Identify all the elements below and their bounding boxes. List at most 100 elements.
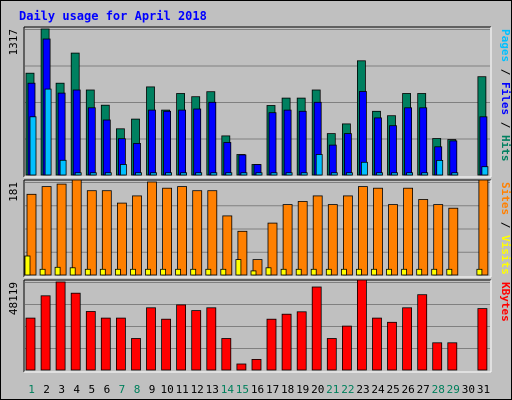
x-tick-label: 4 xyxy=(73,383,80,396)
bar-kbytes-day-21 xyxy=(326,338,337,371)
x-tick-label: 1 xyxy=(28,383,35,396)
bar-kbytes-day-29 xyxy=(447,342,458,371)
bar-kbytes-day-8 xyxy=(131,338,141,371)
bar-kbytes-day-20 xyxy=(311,286,322,371)
bar-pages-day-20 xyxy=(315,154,323,176)
bar-pages-day-7 xyxy=(120,164,127,176)
bar-visits-day-7 xyxy=(117,202,127,276)
bar-sites-day-4 xyxy=(69,267,76,276)
x-axis: 1 2 3 4 5 6 7 8 9 10 11 12 13 14 15 16 17 18 19 20 21 22 23 24 2… xyxy=(28,383,490,396)
max-value-label: 1317 xyxy=(7,29,20,56)
bar-sites-day-13 xyxy=(205,268,212,276)
x-tick-label: 11 xyxy=(176,383,189,396)
bar-pages-day-6 xyxy=(104,172,112,176)
x-tick-label: 22 xyxy=(341,383,354,396)
legend-visits-sites: Sites / Visits xyxy=(499,182,512,275)
bar-visits-day-26 xyxy=(403,187,414,276)
bar-files-day-15 xyxy=(238,154,247,176)
legend-entry: / xyxy=(499,215,512,235)
bar-pages-day-23 xyxy=(360,161,368,176)
bar-files-day-29 xyxy=(449,140,458,176)
bar-visits-day-25 xyxy=(388,204,398,276)
bar-kbytes-day-10 xyxy=(161,318,172,371)
bar-visits-day-8 xyxy=(132,195,142,276)
bar-sites-day-29 xyxy=(446,268,453,276)
bar-sites-day-26 xyxy=(401,268,408,276)
bar-files-day-21 xyxy=(328,144,337,176)
bar-files-day-8 xyxy=(133,142,141,176)
bar-visits-day-16 xyxy=(252,259,263,276)
x-tick-label: 8 xyxy=(134,383,141,396)
bar-sites-day-18 xyxy=(280,268,287,276)
bar-sites-day-11 xyxy=(175,268,182,276)
x-tick-label: 15 xyxy=(236,383,249,396)
x-tick-label: 5 xyxy=(88,383,95,396)
max-value-label: 48119 xyxy=(7,282,20,315)
bar-files-day-9 xyxy=(148,109,156,176)
bar-visits-day-22 xyxy=(342,195,353,276)
bar-kbytes-day-18 xyxy=(281,313,292,371)
bar-visits-day-28 xyxy=(433,204,444,276)
bar-kbytes-day-16 xyxy=(251,358,262,371)
bar-sites-day-25 xyxy=(386,268,392,276)
bar-sites-day-2 xyxy=(39,268,46,276)
bar-pages-day-29 xyxy=(451,172,459,176)
bar-sites-day-20 xyxy=(310,268,317,276)
bar-visits-day-20 xyxy=(312,195,323,276)
bar-sites-day-21 xyxy=(325,268,332,276)
legend-entry: Hits xyxy=(499,135,512,162)
x-tick-label: 17 xyxy=(266,383,279,396)
panel-hits-files-pages: 1317 Pages / Files / Hits xyxy=(7,26,512,178)
bar-kbytes-day-15 xyxy=(236,363,247,371)
x-tick-label: 26 xyxy=(401,383,414,396)
legend-entry: Sites xyxy=(499,182,512,215)
bar-kbytes-day-13 xyxy=(206,307,217,371)
bar-pages-day-25 xyxy=(391,172,398,176)
x-tick-label: 29 xyxy=(447,383,460,396)
bar-kbytes-day-19 xyxy=(296,311,307,371)
legend-entry: Pages xyxy=(499,29,512,62)
x-tick-label: 3 xyxy=(58,383,65,396)
bar-pages-day-8 xyxy=(135,172,142,176)
bar-kbytes-day-23 xyxy=(356,279,367,371)
x-tick-label: 18 xyxy=(281,383,294,396)
bar-sites-day-8 xyxy=(130,268,136,276)
bar-sites-day-24 xyxy=(371,268,377,276)
bar-files-day-6 xyxy=(102,119,111,176)
bar-pages-day-2 xyxy=(44,88,52,176)
bar-visits-day-3 xyxy=(56,183,67,276)
bar-visits-day-24 xyxy=(373,187,383,276)
x-tick-label: 14 xyxy=(221,383,235,396)
bar-kbytes-day-28 xyxy=(432,342,443,371)
bar-files-day-27 xyxy=(419,107,428,176)
chart-title: Daily usage for April 2018 xyxy=(19,9,207,23)
bar-sites-day-6 xyxy=(99,268,106,276)
bar-visits-day-14 xyxy=(222,215,233,276)
bar-sites-day-7 xyxy=(115,268,121,276)
bar-pages-day-13 xyxy=(210,172,218,176)
bar-sites-day-31 xyxy=(476,268,483,276)
bar-files-day-19 xyxy=(298,110,307,176)
bar-visits-day-12 xyxy=(192,190,203,276)
bar-visits-day-19 xyxy=(297,201,308,276)
bar-kbytes-day-11 xyxy=(176,304,187,371)
bar-sites-day-12 xyxy=(190,268,197,276)
bar-pages-day-5 xyxy=(89,172,97,176)
legend-entry: / xyxy=(499,115,512,135)
bar-sites-day-9 xyxy=(145,268,151,276)
bar-files-day-18 xyxy=(283,109,292,176)
x-tick-label: 20 xyxy=(311,383,324,396)
bar-pages-day-18 xyxy=(285,172,293,176)
bar-pages-day-1 xyxy=(29,116,37,176)
bar-visits-day-15 xyxy=(237,230,248,276)
bar-kbytes-day-4 xyxy=(70,292,81,371)
bar-files-day-11 xyxy=(178,109,187,176)
bar-visits-day-4 xyxy=(71,179,82,276)
bar-pages-day-27 xyxy=(421,172,429,176)
bar-kbytes-day-3 xyxy=(55,281,66,371)
bar-kbytes-day-12 xyxy=(191,310,202,371)
bar-kbytes-day-27 xyxy=(417,294,428,371)
bar-visits-day-31 xyxy=(478,179,489,276)
x-tick-label: 21 xyxy=(326,383,339,396)
bar-pages-day-16 xyxy=(255,172,263,176)
